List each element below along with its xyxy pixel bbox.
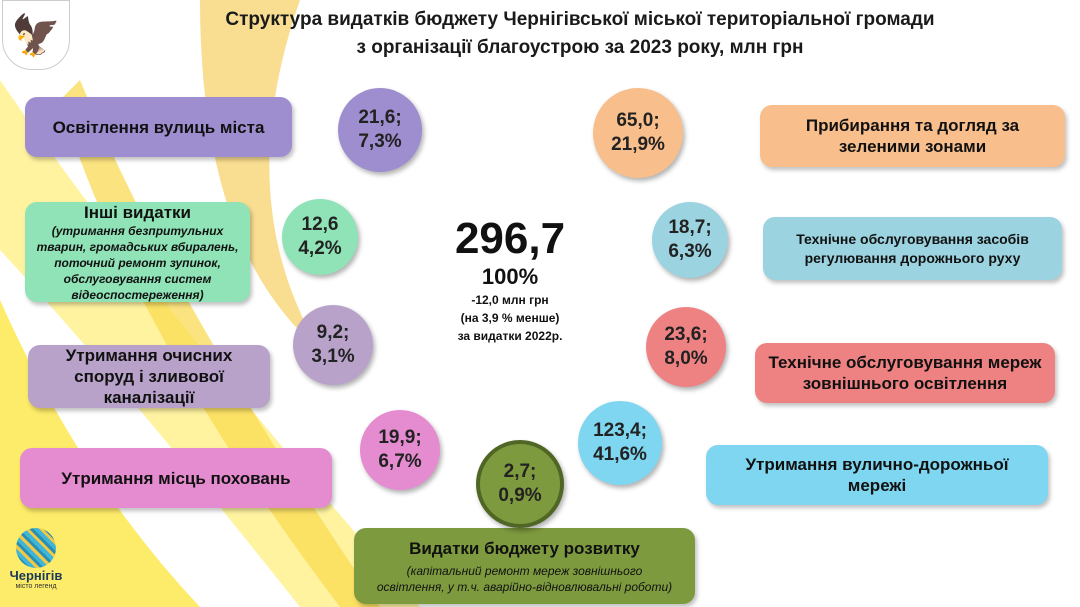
label-treatment-facilities: Утримання очисних споруд і зливової кана… — [28, 345, 270, 408]
value-development-budget: 2,7; 0,9% — [476, 440, 564, 528]
value-other-expenses: 12,6 4,2% — [282, 199, 358, 275]
city-coat-of-arms: 🦅 — [2, 0, 70, 70]
chernihiv-city-logo: Чернігів місто легенд — [8, 528, 64, 590]
label-other-expenses: Інші видатки (утримання безпритульних тва… — [25, 202, 250, 302]
label-cemeteries: Утримання місць поховань — [20, 448, 332, 508]
value-road-network: 123,4; 41,6% — [578, 401, 662, 485]
value-traffic-control: 18,7; 6,3% — [652, 202, 728, 278]
label-street-lighting: Освітлення вулиць міста — [25, 97, 292, 157]
value-cemeteries: 19,9; 6,7% — [360, 410, 440, 490]
value-street-lighting: 21,6; 7,3% — [338, 88, 422, 172]
total-circle: 296,7 100% -12,0 млн грн (на 3,9 % менше… — [392, 162, 628, 398]
value-outdoor-lighting-networks: 23,6; 8,0% — [646, 307, 726, 387]
label-green-zones: Прибирання та догляд за зеленими зонами — [760, 105, 1065, 167]
value-treatment-facilities: 9,2; 3,1% — [293, 305, 373, 385]
page-title: Структура видатків бюджету Чернігівської… — [225, 9, 935, 58]
label-road-network: Утримання вулично-дорожньої мережі — [706, 445, 1048, 505]
label-traffic-control: Технічне обслуговування засобів регулюва… — [763, 217, 1062, 280]
label-outdoor-lighting-networks: Технічне обслуговування мереж зовнішньог… — [755, 343, 1055, 403]
label-development-budget: Видатки бюджету розвитку (капітальний рем… — [354, 528, 695, 604]
value-green-zones: 65,0; 21,9% — [593, 88, 683, 178]
yarn-ball-icon — [16, 528, 56, 568]
